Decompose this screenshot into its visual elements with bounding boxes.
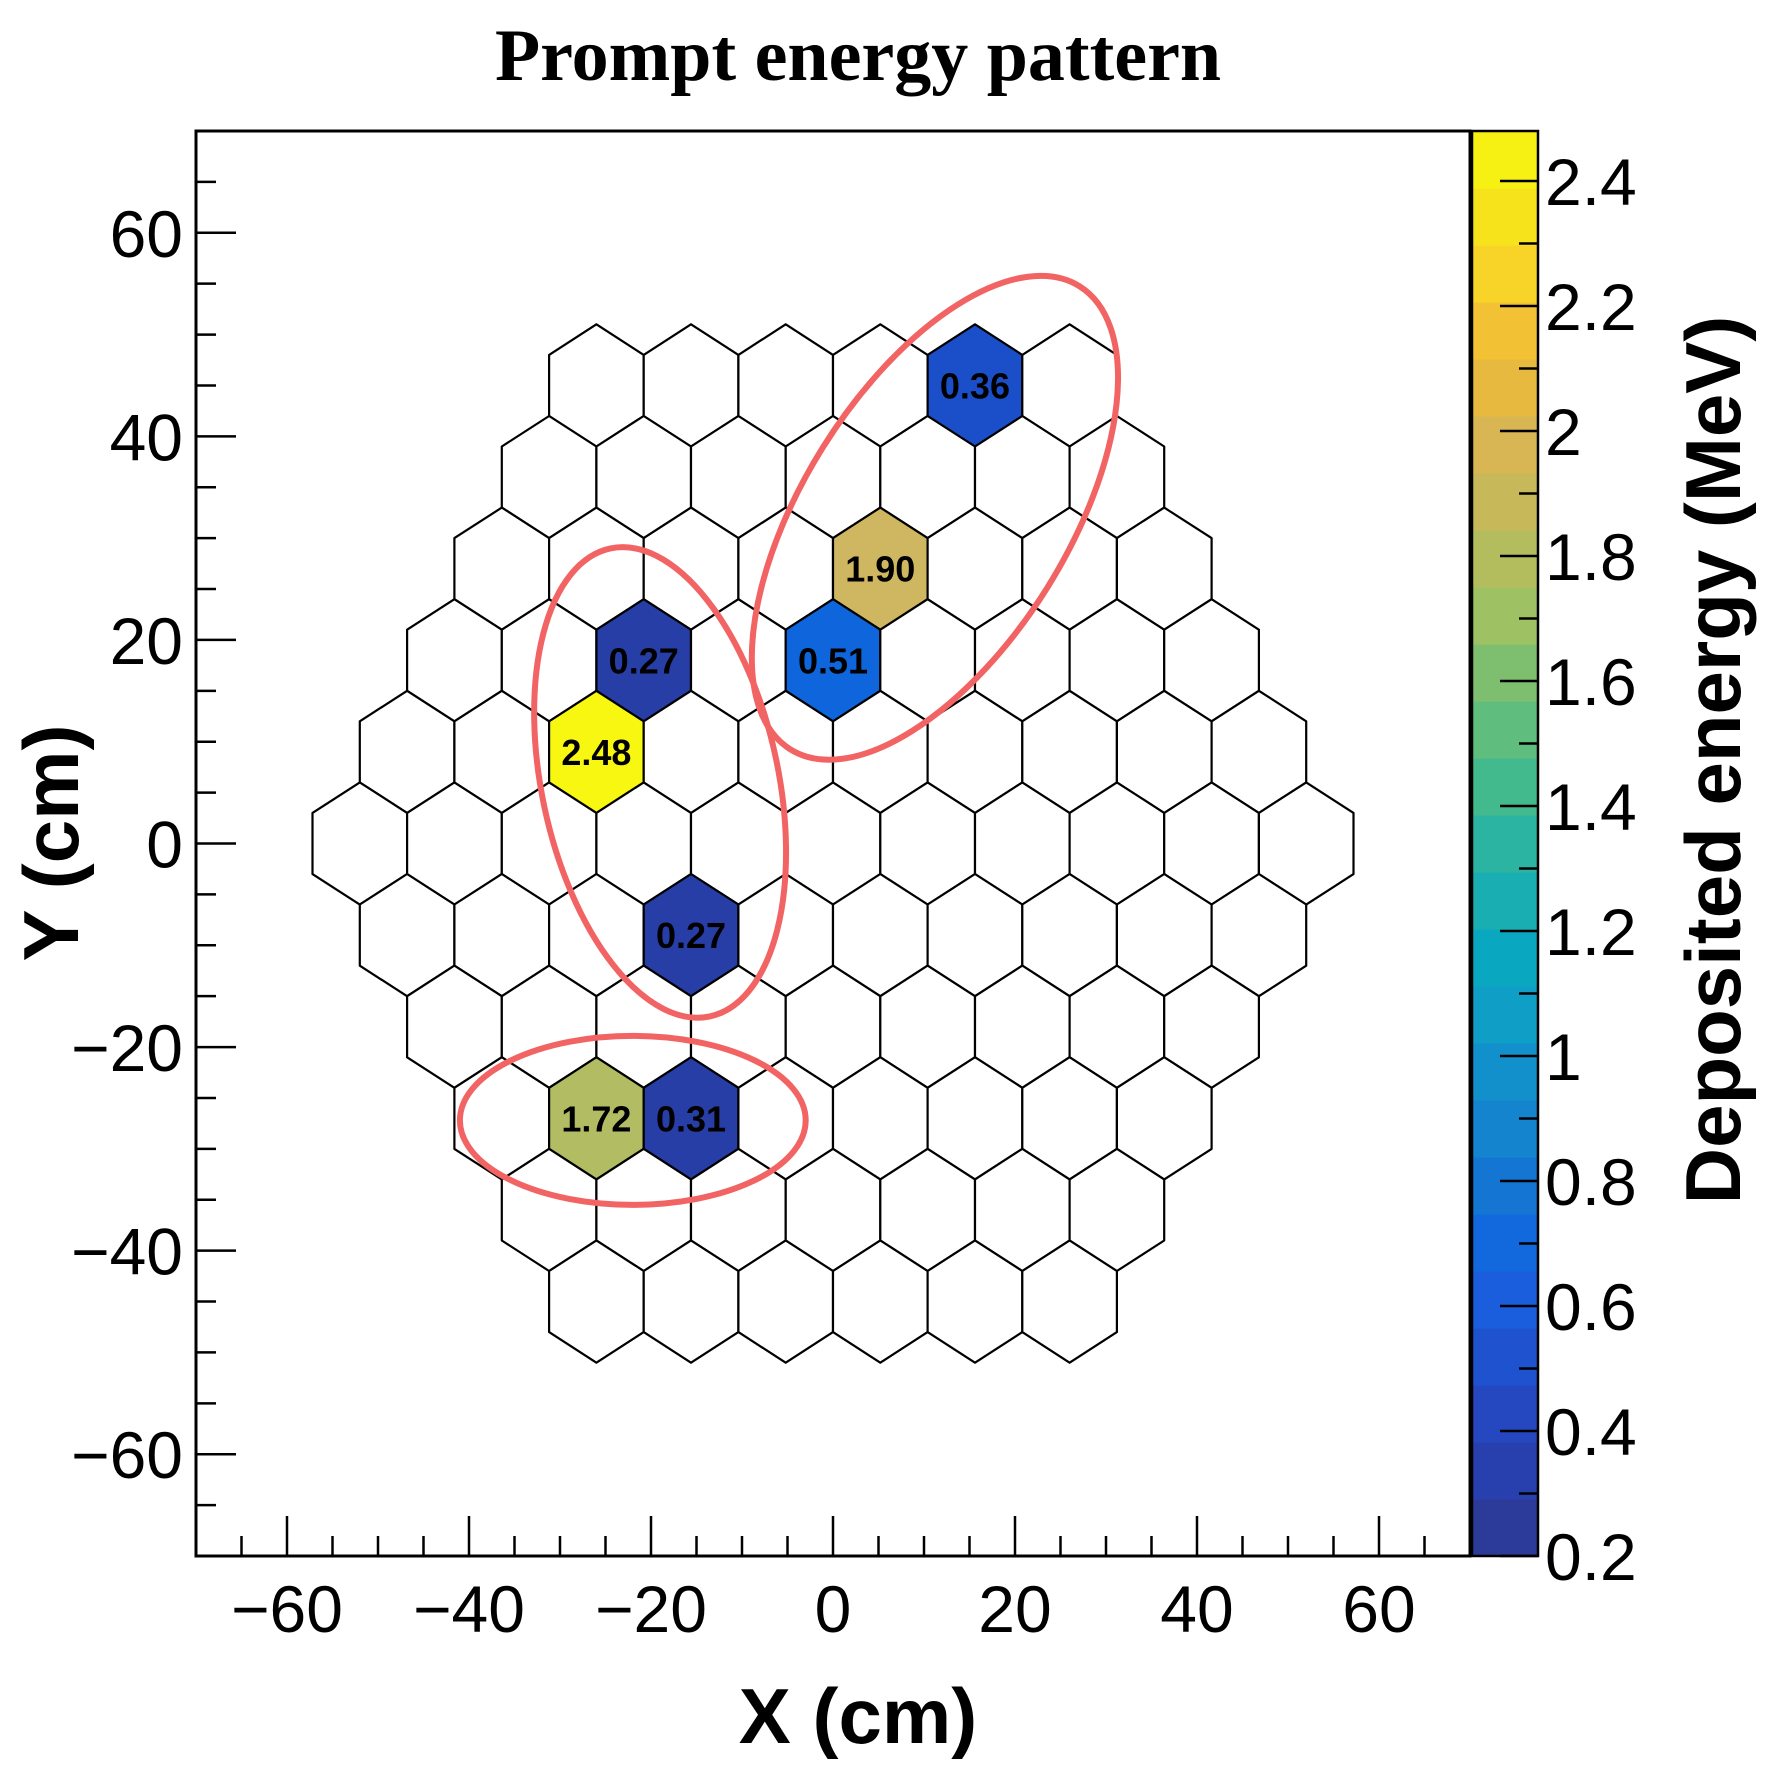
colorbar-segment: [1472, 302, 1538, 360]
colorbar-tick-label: 1.6: [1545, 645, 1637, 719]
colorbar-segment: [1472, 1442, 1538, 1500]
colorbar-tick-label: 2.2: [1545, 270, 1637, 344]
hex-cell: [1021, 1239, 1119, 1364]
colorbar-segment: [1472, 929, 1538, 987]
colorbar-segment: [1472, 815, 1538, 873]
colorbar-segment: [1472, 131, 1538, 189]
colorbar-tick-label: 2.4: [1545, 145, 1637, 219]
hex-value-label: 2.48: [561, 732, 631, 773]
y-tick-label: −60: [71, 1418, 183, 1492]
y-tick-label: −40: [71, 1215, 183, 1289]
colorbar-segment: [1472, 1271, 1538, 1329]
colorbar-tick-label: 0.2: [1545, 1520, 1637, 1594]
x-tick-label: −40: [413, 1572, 525, 1646]
hex-value-label: 0.27: [609, 640, 679, 681]
chart-title: Prompt energy pattern: [495, 15, 1221, 97]
x-axis-label: X (cm): [739, 1672, 977, 1760]
hex-value-label: 0.51: [798, 640, 868, 681]
x-tick-label: 40: [1160, 1572, 1233, 1646]
y-tick-label: 20: [110, 604, 183, 678]
colorbar-segment: [1472, 530, 1538, 588]
colorbar-tick-label: 1.2: [1545, 895, 1637, 969]
hex-value-label: 1.90: [845, 549, 915, 590]
colorbar-segment: [1472, 1100, 1538, 1158]
colorbar-label: Deposited energy (MeV): [1669, 316, 1757, 1205]
colorbar-segment: [1472, 416, 1538, 474]
colorbar-segment: [1472, 1157, 1538, 1215]
colorbar-tick-label: 2: [1545, 395, 1582, 469]
x-tick-label: 20: [978, 1572, 1051, 1646]
y-tick-label: −20: [71, 1011, 183, 1085]
y-tick-label: 60: [110, 197, 183, 271]
hex-value-label: 0.31: [656, 1098, 726, 1139]
colorbar-tick-label: 0.8: [1545, 1145, 1637, 1219]
colorbar-segment: [1472, 188, 1538, 246]
colorbar-tick-label: 1.4: [1545, 770, 1637, 844]
colorbar-segment: [1472, 473, 1538, 531]
colorbar: 0.2 0.4 0.6 0.8 1 1.2 1.4 1.6 1.8 2 2.2 2.4: [1470, 129, 1637, 1594]
colorbar-segment: [1472, 644, 1538, 702]
colorbar-segment: [1472, 245, 1538, 303]
cluster-ellipse: [748, 272, 1122, 763]
colorbar-segment: [1472, 1328, 1538, 1386]
cluster-annotations: [456, 272, 1122, 1208]
y-axis-label: Y (cm): [7, 725, 95, 962]
colorbar-tick-label: 1.8: [1545, 520, 1637, 594]
hex-value-label: 0.27: [656, 915, 726, 956]
colorbar-segment: [1472, 986, 1538, 1044]
y-tick-label: 0: [146, 808, 183, 882]
hex-value-label: 0.36: [940, 365, 1010, 406]
colorbar-segment: [1472, 701, 1538, 759]
x-tick-label: 0: [815, 1572, 852, 1646]
colorbar-tick-label: 0.6: [1545, 1270, 1637, 1344]
colorbar-segment: [1472, 1043, 1538, 1101]
cluster-ellipse: [531, 544, 790, 1021]
hex-value-labels: 0.36 1.90 0.27 0.51 2.48 0.27 1.72 0.31: [561, 365, 1010, 1139]
y-tick-label: 40: [110, 400, 183, 474]
x-tick-label: −60: [231, 1572, 343, 1646]
colorbar-segment: [1472, 587, 1538, 645]
colorbar-segment: [1472, 872, 1538, 930]
colorbar-segment: [1472, 1499, 1538, 1557]
colorbar-tick-label: 0.4: [1545, 1395, 1637, 1469]
colorbar-tick-label: 1: [1545, 1020, 1582, 1094]
colorbar-segment: [1472, 1385, 1538, 1443]
x-tick-label: 60: [1342, 1572, 1415, 1646]
hex-grid: [311, 323, 1355, 1364]
x-axis: −60 −40 −20 0 20 40 60: [231, 1516, 1426, 1646]
x-tick-label: −20: [595, 1572, 707, 1646]
cluster-ellipse: [456, 1032, 809, 1208]
y-axis: −60 −40 −20 0 20 40 60: [71, 180, 236, 1507]
hex-value-label: 1.72: [561, 1098, 631, 1139]
